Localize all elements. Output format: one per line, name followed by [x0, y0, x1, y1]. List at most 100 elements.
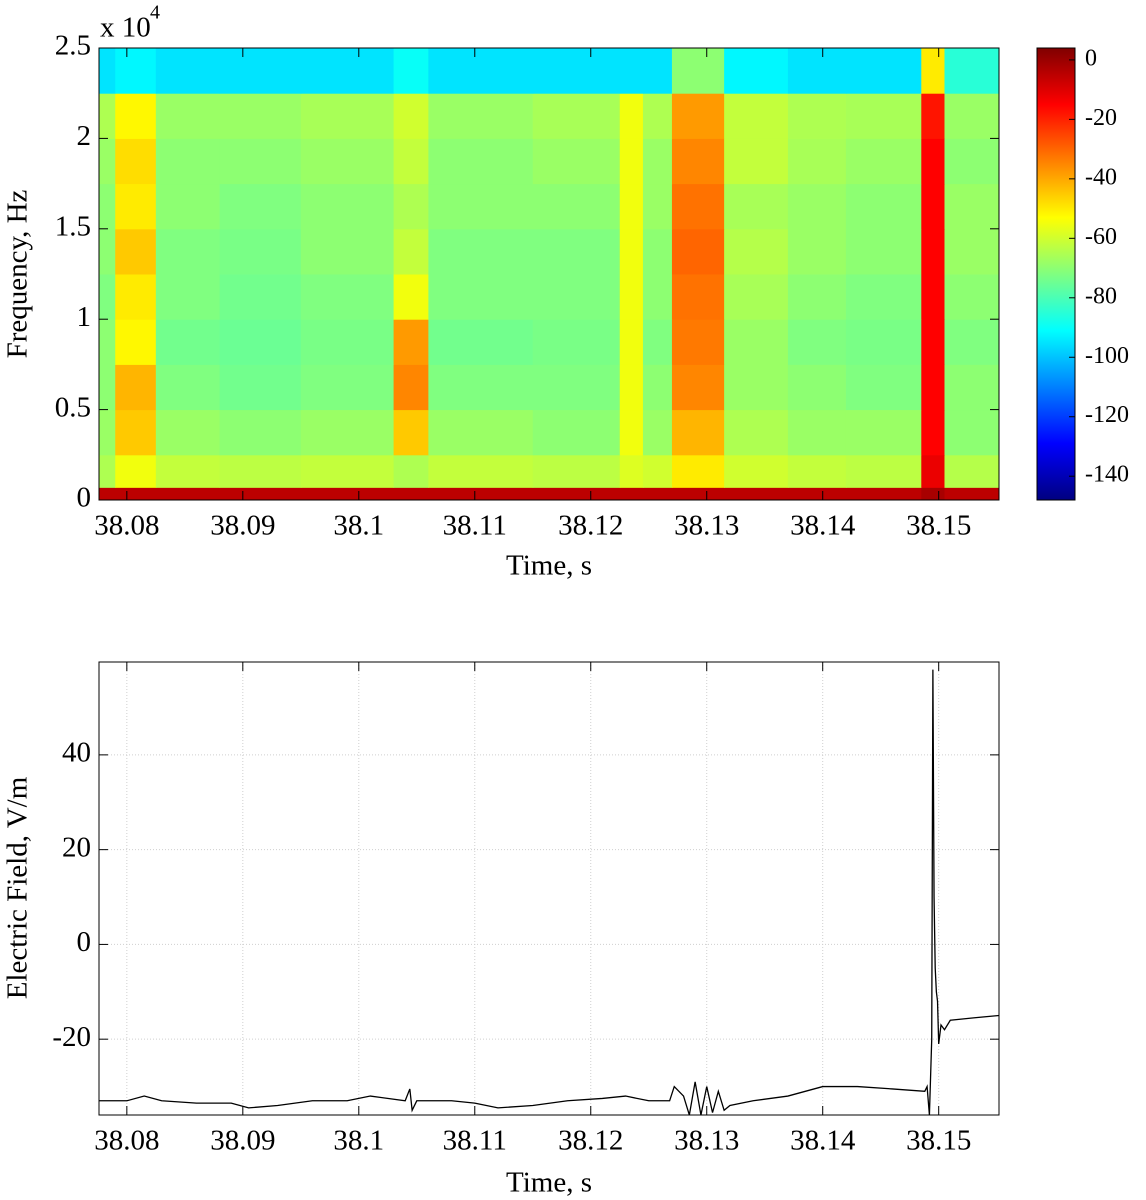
- heatmap-cell: [724, 409, 789, 456]
- heatmap-cell: [532, 409, 621, 456]
- heatmap-cell: [619, 48, 644, 94]
- heatmap-cell: [944, 487, 999, 500]
- colorbar-tick-label: -20: [1085, 105, 1117, 131]
- heatmap-cell: [393, 364, 429, 411]
- y-tick-label: 2: [77, 120, 92, 152]
- heatmap-cell: [921, 319, 945, 365]
- heatmap-cell: [115, 454, 157, 488]
- heatmap-cell: [619, 93, 644, 139]
- heatmap-cell: [944, 319, 999, 365]
- heatmap-cell: [428, 138, 534, 185]
- heatmap-cell: [428, 454, 534, 488]
- heatmap-cell: [944, 454, 999, 488]
- heatmap-cell: [99, 454, 116, 488]
- heatmap-cell: [393, 138, 429, 185]
- heatmap-cell: [219, 228, 302, 275]
- heatmap-cell: [845, 274, 922, 320]
- x-tick-label: 38.08: [94, 1125, 159, 1157]
- heatmap-cell: [787, 454, 847, 488]
- heatmap-cell: [944, 93, 999, 139]
- heatmap-cell: [532, 138, 621, 185]
- heatmap-cell: [671, 48, 725, 94]
- heatmap-cell: [787, 183, 847, 230]
- plot-background: [99, 662, 999, 1115]
- heatmap-cell: [921, 364, 945, 411]
- heatmap-cell: [99, 183, 116, 230]
- heatmap-cell: [724, 487, 789, 500]
- heatmap-cell: [944, 138, 999, 185]
- colorbar-tick-label: -40: [1085, 164, 1117, 190]
- heatmap-cell: [671, 274, 725, 320]
- heatmap-cell: [787, 487, 847, 500]
- x-tick-label: 38.12: [558, 510, 623, 542]
- heatmap-cell: [115, 48, 157, 94]
- x-tick-label: 38.11: [443, 1125, 507, 1157]
- heatmap-cell: [393, 274, 429, 320]
- heatmap-cell: [532, 228, 621, 275]
- heatmap-cell: [219, 364, 302, 411]
- heatmap-cell: [99, 48, 116, 94]
- heatmap-cell: [155, 364, 221, 411]
- y-tick-label: 1: [77, 301, 92, 333]
- heatmap-cell: [671, 364, 725, 411]
- x-tick-label: 38.14: [790, 1125, 856, 1157]
- heatmap-cell: [619, 183, 644, 230]
- x-tick-label: 38.09: [210, 1125, 275, 1157]
- heatmap-cell: [428, 364, 534, 411]
- heatmap-cell: [219, 48, 302, 94]
- heatmap-cell: [99, 319, 116, 365]
- heatmap-cell: [642, 487, 673, 500]
- heatmap: [99, 48, 999, 500]
- heatmap-cell: [724, 454, 789, 488]
- heatmap-cell: [219, 454, 302, 488]
- heatmap-cell: [99, 487, 116, 500]
- heatmap-cell: [724, 228, 789, 275]
- heatmap-cell: [155, 487, 221, 500]
- colorbar-tick-label: 0: [1085, 45, 1097, 71]
- colorbar-tick-label: -140: [1085, 462, 1129, 488]
- heatmap-cell: [155, 48, 221, 94]
- heatmap-cell: [393, 48, 429, 94]
- colorbar: [1036, 47, 1076, 501]
- heatmap-cell: [300, 274, 395, 320]
- heatmap-cell: [845, 487, 922, 500]
- heatmap-cell: [787, 138, 847, 185]
- x-tick-label: 38.15: [906, 1125, 971, 1157]
- heatmap-cell: [428, 487, 534, 500]
- heatmap-cell: [619, 364, 644, 411]
- heatmap-cell: [300, 454, 395, 488]
- heatmap-cell: [787, 93, 847, 139]
- heatmap-cell: [619, 274, 644, 320]
- x-tick-label: 38.13: [674, 1125, 739, 1157]
- heatmap-cell: [724, 93, 789, 139]
- heatmap-cell: [219, 138, 302, 185]
- heatmap-cell: [300, 487, 395, 500]
- heatmap-cell: [944, 228, 999, 275]
- x-tick-label: 38.08: [94, 510, 159, 542]
- heatmap-cell: [115, 487, 157, 500]
- y-tick-label: 0: [77, 926, 92, 958]
- heatmap-cell: [845, 228, 922, 275]
- heatmap-cell: [671, 93, 725, 139]
- heatmap-cell: [619, 487, 644, 500]
- heatmap-cell: [642, 274, 673, 320]
- heatmap-cell: [642, 138, 673, 185]
- heatmap-cell: [642, 93, 673, 139]
- heatmap-cell: [921, 183, 945, 230]
- heatmap-cell: [219, 409, 302, 456]
- x-axis-label: Time, s: [506, 1167, 592, 1199]
- heatmap-cell: [428, 228, 534, 275]
- heatmap-cell: [642, 364, 673, 411]
- heatmap-cell: [845, 93, 922, 139]
- y-axis-label: Frequency, Hz: [2, 189, 34, 358]
- heatmap-cell: [845, 409, 922, 456]
- heatmap-cell: [921, 93, 945, 139]
- heatmap-cell: [921, 228, 945, 275]
- heatmap-cell: [944, 409, 999, 456]
- y-tick-label: 1.5: [55, 210, 91, 242]
- heatmap-cell: [921, 454, 945, 488]
- y-multiplier: x 10: [100, 12, 151, 44]
- heatmap-cell: [155, 409, 221, 456]
- heatmap-cell: [671, 228, 725, 275]
